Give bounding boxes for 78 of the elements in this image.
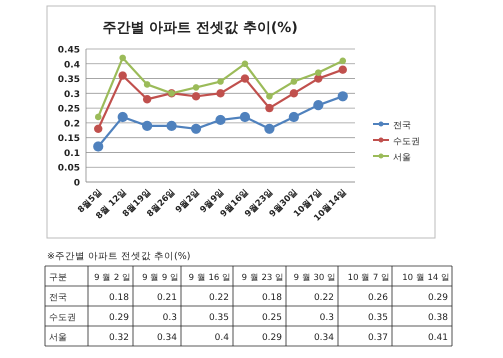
text: 구분 [49, 273, 67, 283]
chart-title: 주간별 아파트 전셋값 추이(%) [102, 20, 298, 36]
point [94, 124, 102, 133]
point [240, 74, 250, 83]
text: 0.18 [108, 293, 130, 303]
point [242, 60, 248, 68]
point [144, 81, 150, 88]
text: 0.4 [214, 333, 230, 343]
y-tick-label: 0.15 [58, 134, 80, 144]
text: 0.38 [428, 313, 448, 323]
point [290, 78, 298, 85]
y-tick-label: 0.25 [58, 104, 80, 115]
point [265, 104, 274, 112]
legend-label: 수도권 [393, 137, 420, 147]
point [264, 124, 275, 134]
point [192, 84, 200, 91]
legend-label: 전국 [393, 121, 411, 131]
point [288, 112, 299, 122]
point [216, 89, 225, 98]
text: 0.26 [368, 293, 388, 303]
text: 0.25 [262, 313, 282, 323]
text: 0.18 [262, 293, 282, 303]
text: 0.35 [208, 313, 229, 323]
point [338, 65, 347, 74]
y-tick-label: 0.45 [58, 46, 80, 56]
text: 9 월 23 일 [242, 273, 284, 283]
y-tick-label: 0.4 [64, 60, 80, 70]
legend-label: 서울 [393, 153, 411, 163]
point [338, 91, 348, 102]
point [215, 114, 226, 126]
text: 9 월 9 일 [142, 273, 179, 283]
point [119, 54, 126, 62]
y-tick-label: 0 [74, 178, 80, 188]
point [93, 141, 104, 152]
text: 0.3 [320, 313, 334, 323]
point [118, 112, 128, 122]
point [142, 120, 152, 131]
point [217, 78, 224, 85]
text: 0.34 [314, 333, 334, 343]
text: 0.29 [108, 313, 130, 323]
point [240, 112, 250, 122]
point [192, 92, 200, 100]
text: 0.22 [208, 293, 229, 303]
y-tick-label: 0.2 [64, 119, 80, 130]
text: 0.29 [262, 333, 282, 343]
point [290, 89, 298, 98]
text: ※주간별 아파트 전셋값 추이(%) [47, 251, 190, 262]
point [313, 100, 324, 110]
text: 서울 [49, 333, 67, 343]
point [315, 69, 322, 76]
point [266, 92, 273, 100]
point [166, 120, 177, 131]
text: 전국 [49, 293, 67, 303]
point [190, 124, 202, 134]
text: 0.37 [368, 333, 388, 343]
y-tick-label: 0.3 [64, 90, 80, 100]
text: 0.3 [162, 313, 177, 323]
text: 0.35 [368, 313, 388, 323]
text: 0.29 [428, 293, 448, 303]
point [339, 58, 346, 64]
text: 수도권 [49, 313, 76, 323]
text: 0.34 [156, 333, 178, 343]
y-tick-label: 0.1 [64, 148, 80, 159]
text: 0.41 [428, 333, 448, 343]
point [314, 74, 323, 83]
text: 9 월 2 일 [94, 273, 131, 283]
text: 9 월 30 일 [294, 273, 336, 283]
text: 9 월 16 일 [188, 273, 231, 283]
text: 0.22 [314, 293, 334, 303]
y-tick-label: 0.35 [58, 75, 80, 86]
y-tick-label: 0.05 [58, 164, 80, 174]
point [94, 114, 102, 120]
point [142, 95, 152, 104]
text: 10 월 14 일 [402, 273, 450, 283]
point [118, 71, 127, 80]
text: 0.21 [156, 293, 177, 303]
text: 10 월 7 일 [348, 273, 390, 283]
text: 0.32 [108, 333, 129, 343]
